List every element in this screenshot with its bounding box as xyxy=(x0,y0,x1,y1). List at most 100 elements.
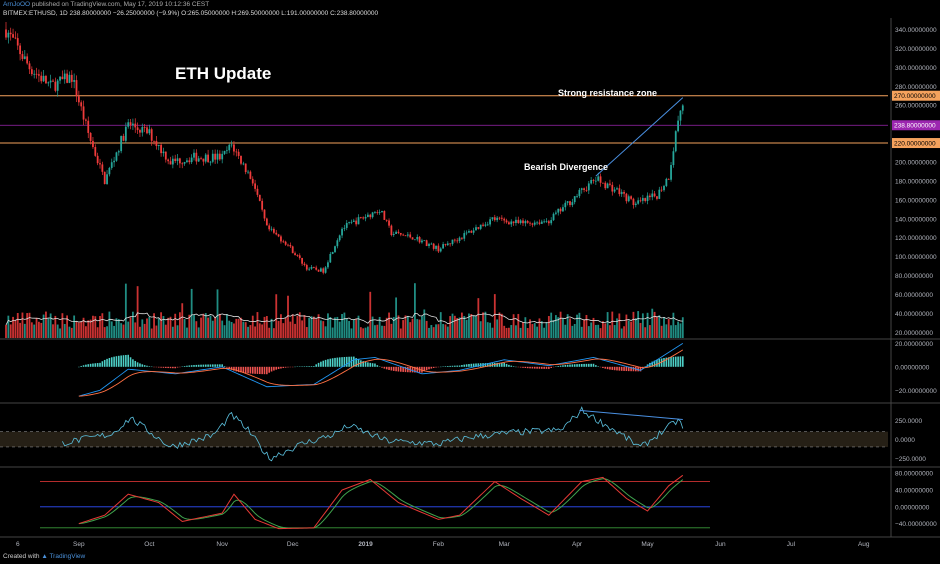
osc-fast-line xyxy=(78,474,684,530)
macd-histogram-bar xyxy=(214,364,216,367)
volume-bar xyxy=(414,283,416,338)
candle-body xyxy=(355,220,358,225)
macd-histogram-bar xyxy=(381,366,383,368)
candle-body xyxy=(242,163,245,165)
volume-bar xyxy=(294,323,296,338)
volume-bar xyxy=(129,317,132,338)
macd-histogram-bar xyxy=(125,354,127,367)
volume-bar xyxy=(641,313,644,338)
candle-body xyxy=(141,127,144,133)
price-tick-label: 340.00000000 xyxy=(895,27,937,34)
macd-histogram-bar xyxy=(618,366,621,371)
volume-bar xyxy=(341,314,343,338)
volume-bar xyxy=(616,318,618,338)
candle-body xyxy=(298,255,301,258)
volume-bar xyxy=(146,318,148,338)
candle-body xyxy=(329,253,332,263)
macd-histogram-bar xyxy=(110,357,113,367)
author-link[interactable]: ArnJoOO xyxy=(3,1,31,8)
volume-bar xyxy=(674,325,677,338)
volume-bar xyxy=(190,288,193,338)
volume-bar xyxy=(211,320,214,338)
candle-body xyxy=(428,243,430,247)
candle-body xyxy=(324,267,327,273)
candle-body xyxy=(5,29,7,38)
volume-bar xyxy=(522,322,524,338)
candle-body xyxy=(491,217,494,220)
volume-bar xyxy=(512,314,515,338)
candle-body xyxy=(364,216,367,219)
candle-body xyxy=(357,217,360,225)
candle-body xyxy=(623,191,625,194)
volume-bar xyxy=(552,320,555,338)
candle-body xyxy=(486,224,489,226)
candle-body xyxy=(63,73,66,80)
candle-body xyxy=(508,222,510,225)
volume-bar xyxy=(49,313,52,338)
macd-histogram-bar xyxy=(627,366,630,372)
macd-histogram-bar xyxy=(92,363,94,367)
candle-body xyxy=(261,200,264,210)
volume-bar xyxy=(179,312,181,338)
candle-body xyxy=(75,80,78,97)
candle-body xyxy=(512,221,515,223)
volume-bar xyxy=(564,324,567,338)
volume-bar xyxy=(139,326,141,338)
macd-histogram-bar xyxy=(270,366,273,372)
candle-body xyxy=(484,224,487,226)
volume-bar xyxy=(395,297,397,338)
volume-bar xyxy=(639,322,642,338)
tradingview-brand[interactable]: TradingView xyxy=(49,553,86,560)
candle-body xyxy=(251,178,254,184)
candle-body xyxy=(183,162,186,164)
volume-bar xyxy=(489,322,491,338)
volume-bar xyxy=(677,321,679,338)
macd-histogram-bar xyxy=(259,366,261,375)
volume-bar xyxy=(273,328,275,338)
candle-body xyxy=(214,153,217,160)
macd-histogram-bar xyxy=(141,364,144,367)
macd-histogram-bar xyxy=(235,366,238,372)
macd-histogram-bar xyxy=(99,362,101,367)
volume-bar xyxy=(611,311,614,338)
candle-body xyxy=(122,135,125,141)
candle-body xyxy=(176,158,179,162)
volume-bar xyxy=(618,313,621,338)
volume-bar xyxy=(376,324,379,338)
volume-bar xyxy=(597,324,600,338)
macd-histogram-bar xyxy=(592,363,595,367)
macd-histogram-bar xyxy=(543,366,545,369)
macd-histogram-bar xyxy=(484,363,487,367)
time-tick-label: Jul xyxy=(787,541,796,548)
candle-body xyxy=(308,268,311,270)
candle-body xyxy=(56,80,59,91)
candle-body xyxy=(383,210,386,220)
volume-bar xyxy=(625,314,628,338)
macd-histogram-bar xyxy=(472,363,475,367)
macd-histogram-bar xyxy=(639,366,642,372)
candle-body xyxy=(496,217,499,221)
macd-histogram-bar xyxy=(273,366,275,371)
macd-histogram-bar xyxy=(367,362,369,367)
macd-histogram-bar xyxy=(461,365,463,367)
candle-body xyxy=(265,218,268,226)
volume-bar xyxy=(291,314,294,338)
candle-body xyxy=(26,56,29,64)
volume-bar xyxy=(602,321,604,338)
candle-body xyxy=(625,193,628,202)
candle-body xyxy=(336,240,339,247)
volume-bar xyxy=(649,325,651,338)
macd-histogram-bar xyxy=(195,364,198,367)
candle-body xyxy=(277,234,280,237)
candle-body xyxy=(526,221,529,223)
macd-histogram-bar xyxy=(604,366,607,369)
candle-body xyxy=(68,74,71,83)
candle-body xyxy=(583,188,585,190)
macd-histogram-bar xyxy=(371,363,374,367)
candle-body xyxy=(550,220,553,224)
macd-histogram-bar xyxy=(637,366,639,372)
candle-body xyxy=(392,233,395,236)
osc-tick-label: −40.00000000 xyxy=(895,521,937,528)
volume-bar xyxy=(66,315,68,338)
